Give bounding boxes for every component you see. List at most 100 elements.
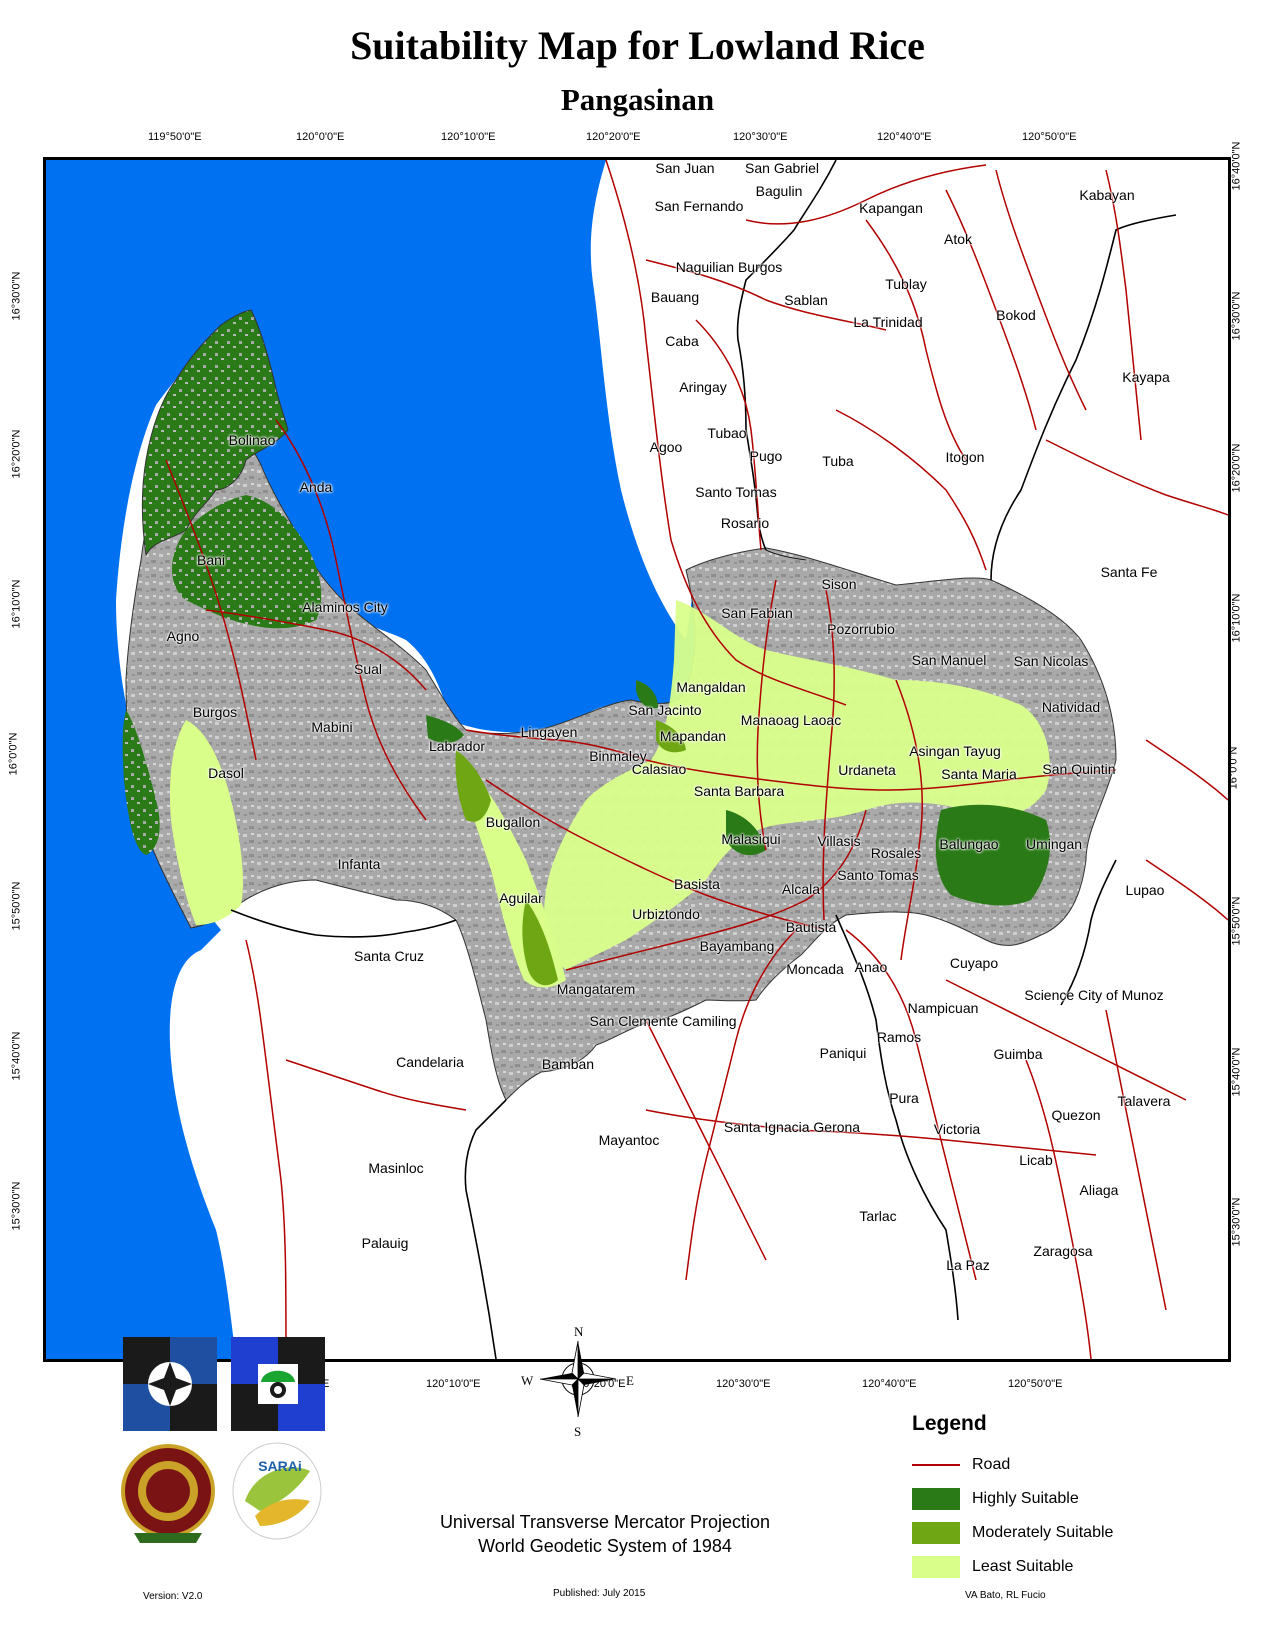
place-label: Tarlac — [859, 1208, 897, 1224]
place-label: Quezon — [1051, 1107, 1101, 1123]
graticule-left-label: 16°10'0"N — [10, 579, 23, 629]
place-label: Basista — [674, 876, 720, 892]
zone-moderately-suitable — [522, 900, 558, 986]
road — [645, 1019, 767, 1261]
projection-line-1: Universal Transverse Mercator Projection — [439, 1512, 771, 1532]
graticule-right-label: 15°40'0"N — [1230, 1047, 1243, 1097]
graticule-bottom-label: 120°30'0"E — [716, 1378, 771, 1390]
place-label: Sual — [353, 661, 383, 677]
place-label: Bagulin — [755, 183, 803, 199]
place-label: Pura — [889, 1090, 919, 1106]
graticule-right-label: 16°10'0"N — [1230, 593, 1243, 643]
place-label: Tuba — [822, 453, 854, 469]
graticule-top-label: 120°30'0"E — [733, 131, 788, 143]
zone-highly-suitable — [636, 680, 658, 709]
place-label: Caba — [665, 333, 699, 349]
road — [1105, 1009, 1167, 1311]
road — [165, 459, 257, 761]
place-label: Sison — [821, 576, 857, 592]
graticule-left-label: 16°30'0"N — [10, 271, 23, 321]
road-line-swatch — [912, 1464, 960, 1466]
agency-logo-1 — [123, 1337, 217, 1431]
place-label: Pugo — [749, 448, 783, 464]
place-label: San Jacinto — [628, 702, 702, 718]
place-label: Santa Cruz — [353, 948, 425, 964]
place-label: Itogon — [945, 449, 985, 465]
place-label: Mapandan — [659, 728, 727, 744]
place-label: Kabayan — [1079, 187, 1135, 203]
place-label: Bayambang — [699, 938, 775, 954]
graticule-left-label: 15°30'0"N — [10, 1181, 23, 1231]
sea-area — [46, 160, 701, 733]
place-label: Agno — [166, 628, 200, 644]
province-boundary — [1060, 859, 1117, 1006]
place-label: Santa Maria — [941, 766, 1017, 782]
place-label: Moncada — [786, 961, 844, 977]
place-label: Santa Ignacia Gerona — [723, 1119, 861, 1135]
inner-boundary — [765, 549, 807, 561]
place-label: Zaragosa — [1033, 1243, 1093, 1259]
place-label: San Quintin — [1042, 761, 1116, 777]
place-label: Santo Tomas — [837, 867, 919, 883]
place-label: Candelaria — [396, 1054, 464, 1070]
road — [1145, 859, 1228, 921]
zone-least-suitable — [544, 600, 1050, 970]
agency-logo-2 — [231, 1337, 325, 1431]
zone-least-suitable — [169, 720, 243, 925]
graticule-top-label: 119°50'0"E — [148, 131, 202, 143]
zone-moderately-suitable — [455, 750, 491, 822]
graticule-left-label: 16°20'0"N — [10, 429, 23, 479]
place-label: Science City of Munoz — [1024, 987, 1164, 1003]
road-network — [165, 160, 1228, 1359]
place-label: Talavera — [1117, 1093, 1171, 1109]
university-seal-logo — [121, 1444, 215, 1543]
place-label: Natividad — [1041, 699, 1101, 715]
place-label: Manaoag Laoac — [740, 712, 842, 728]
road — [645, 1109, 1097, 1156]
place-label: Aringay — [679, 379, 727, 395]
map-title: Suitability Map for Lowland Rice — [350, 23, 925, 68]
place-label: Asingan Tayug — [909, 743, 1001, 759]
place-label: Balungao — [939, 836, 999, 852]
compass-n-label: N — [574, 1324, 584, 1339]
road — [835, 409, 987, 571]
road — [1145, 739, 1228, 801]
legend-label: Highly Suitable — [972, 1490, 1079, 1507]
graticule-bottom-label: 120°40'0"E — [862, 1378, 917, 1390]
legend: Legend Road Highly Suitable Moderately S… — [912, 1412, 1212, 1584]
place-label: Infanta — [337, 856, 381, 872]
road — [605, 160, 847, 706]
graticule-left-label: 16°0'0"N — [7, 732, 20, 776]
place-label: San Manuel — [911, 652, 987, 668]
place-label: Alcala — [781, 881, 821, 897]
place-label: Agoo — [649, 439, 683, 455]
road — [1105, 169, 1142, 441]
place-label: Burgos — [192, 704, 238, 720]
legend-label: Road — [972, 1456, 1011, 1473]
map-frame[interactable]: San Juan San Gabriel Bagulin San Fernand… — [43, 157, 1231, 1362]
place-label: Aguilar — [499, 890, 543, 906]
place-label: Licab — [1019, 1152, 1053, 1168]
province-boundary — [835, 914, 959, 1321]
road — [845, 929, 977, 1281]
graticule-top-label: 120°50'0"E — [1022, 131, 1077, 143]
place-label: Malasiqui — [721, 831, 781, 847]
published-label: Published: July 2015 — [553, 1588, 646, 1599]
place-label: Bamban — [541, 1056, 595, 1072]
legend-item-road: Road — [912, 1448, 1212, 1482]
province-boundary — [990, 214, 1177, 581]
road — [695, 319, 762, 551]
place-label: Mayantoc — [598, 1132, 660, 1148]
place-label: La Trinidad — [853, 314, 923, 330]
place-label: Palauig — [361, 1235, 409, 1251]
graticule-bottom-label: 120°50'0"E — [1008, 1378, 1063, 1390]
place-label: Kayapa — [1122, 369, 1170, 385]
place-label: San Gabriel — [745, 160, 819, 176]
place-label: Binmaley — [589, 748, 647, 764]
place-label: Rosales — [870, 845, 922, 861]
projection-info: Universal Transverse Mercator Projection… — [390, 1510, 820, 1558]
region-agno-west — [122, 710, 160, 855]
graticule-right-label: 16°40'0"N — [1230, 141, 1243, 191]
province-boundary — [230, 909, 457, 938]
road — [275, 419, 427, 821]
